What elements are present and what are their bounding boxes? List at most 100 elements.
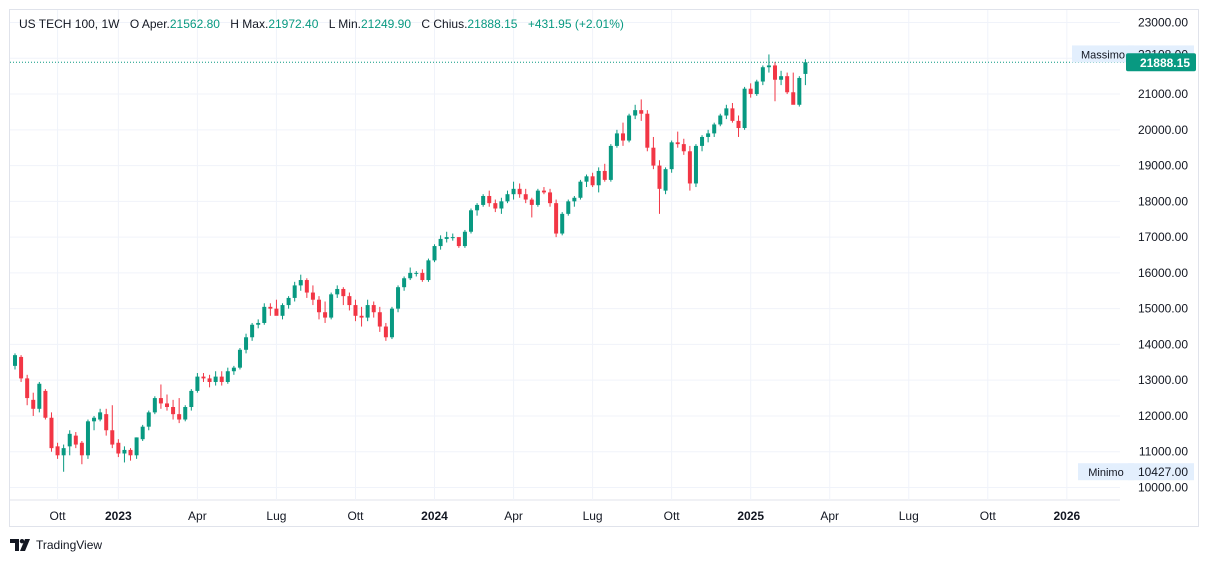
candle-up	[237, 349, 242, 368]
symbol-legend: US TECH 100, 1W O Aper.21562.80 H Max.21…	[19, 17, 624, 31]
time-tick-label: Ott	[980, 509, 997, 523]
candle-down	[359, 315, 364, 318]
candle-up	[462, 231, 467, 247]
candle-down	[31, 399, 36, 409]
candle-up	[13, 355, 17, 366]
open-value: 21562.80	[169, 17, 220, 31]
candle-up	[499, 201, 504, 209]
max-label: Massimo	[1081, 49, 1125, 61]
price-tick-label: 15000.00	[1138, 302, 1188, 316]
candle-down	[116, 442, 121, 454]
candle-up	[152, 398, 157, 413]
candle-down	[681, 144, 686, 152]
candle-up	[627, 115, 632, 141]
time-axis[interactable]: Ott 2023 Apr Lug Ott 2024 Apr Lug Ott 2025 Apr Lug O…	[50, 509, 1081, 523]
candle-down	[420, 272, 425, 281]
price-tick-label: 19000.00	[1138, 159, 1188, 173]
candlestick-chart[interactable]: 10000.00 11000.00 12000.00 13000.00 14000.00…	[10, 10, 1200, 528]
tradingview-watermark[interactable]: TradingView	[10, 538, 102, 552]
candle-up	[754, 81, 759, 95]
close-text: Chius.	[433, 17, 468, 31]
candle-up	[298, 280, 303, 286]
candle-up	[262, 306, 267, 323]
candle-down	[341, 288, 346, 297]
candle-down	[347, 296, 352, 306]
candle-up	[633, 110, 638, 116]
candle-up	[389, 308, 394, 338]
time-tick-label: Apr	[820, 509, 839, 523]
candle-up	[414, 272, 419, 274]
candle-down	[323, 312, 328, 318]
time-tick-label: 2023	[105, 509, 132, 523]
candle-up	[469, 210, 473, 232]
candle-up	[292, 285, 297, 298]
candle-down	[317, 299, 321, 313]
price-tick-label: 18000.00	[1138, 194, 1188, 208]
price-axis[interactable]: 10000.00 11000.00 12000.00 13000.00 14000.00…	[1138, 16, 1188, 495]
candle-down	[49, 417, 54, 449]
candle-up	[700, 136, 705, 146]
candle-up	[61, 448, 66, 456]
candle-up	[256, 322, 261, 325]
candle-up	[693, 145, 698, 184]
candle-down	[171, 407, 176, 415]
candle-down	[353, 305, 358, 316]
candle-up	[213, 376, 218, 382]
min-label-bg	[1078, 463, 1134, 481]
candle-up	[578, 181, 583, 198]
low-letter: L	[328, 17, 335, 31]
candle-down	[621, 133, 625, 141]
candle-down	[736, 120, 741, 129]
symbol-title[interactable]: US TECH 100, 1W	[19, 17, 120, 31]
candle-up	[596, 170, 601, 186]
time-tick-label: Lug	[583, 509, 603, 523]
high-text: Max.	[242, 17, 269, 31]
last-price-value: 21888.15	[1140, 56, 1190, 70]
candle-up	[244, 337, 249, 350]
candle-up	[280, 305, 285, 316]
candle-up	[250, 324, 255, 338]
time-tick-label: Ott	[664, 509, 681, 523]
candle-down	[377, 312, 382, 327]
time-tick-label: 2025	[737, 509, 764, 523]
price-tick-label: 21000.00	[1138, 87, 1188, 101]
candle-up	[560, 213, 565, 234]
candle-up	[481, 195, 486, 205]
min-label: Minimo	[1088, 467, 1123, 479]
candle-down	[73, 435, 78, 445]
candle-down	[554, 203, 559, 234]
candle-up	[365, 305, 370, 318]
price-tick-label: 20000.00	[1138, 123, 1188, 137]
candle-up	[608, 145, 613, 180]
candle-down	[19, 356, 24, 379]
grid-lines	[10, 10, 1120, 501]
candle-up	[475, 204, 480, 211]
candle-up	[438, 238, 443, 247]
candles	[13, 54, 808, 472]
candle-up	[450, 237, 455, 239]
candle-up	[134, 437, 139, 456]
candle-up	[803, 62, 808, 74]
candle-up	[444, 237, 449, 239]
price-tick-label: 23000.00	[1138, 16, 1188, 30]
candle-down	[590, 176, 595, 186]
candle-up	[566, 201, 571, 214]
time-tick-label: 2024	[421, 509, 448, 523]
candle-down	[274, 308, 279, 316]
open-letter: O	[129, 17, 140, 31]
candle-up	[712, 124, 717, 134]
candle-down	[158, 398, 163, 404]
candle-down	[541, 190, 546, 193]
candle-down	[201, 376, 206, 379]
candle-down	[43, 390, 48, 418]
price-tick-label: 14000.00	[1138, 337, 1188, 351]
candle-up	[584, 176, 589, 182]
candle-down	[128, 449, 133, 456]
candle-up	[195, 376, 200, 391]
candle-up	[189, 390, 194, 408]
candle-down	[25, 378, 30, 399]
candle-up	[335, 288, 340, 295]
last-price-tag	[1126, 53, 1196, 72]
candle-down	[383, 326, 388, 338]
candle-up	[669, 142, 674, 170]
